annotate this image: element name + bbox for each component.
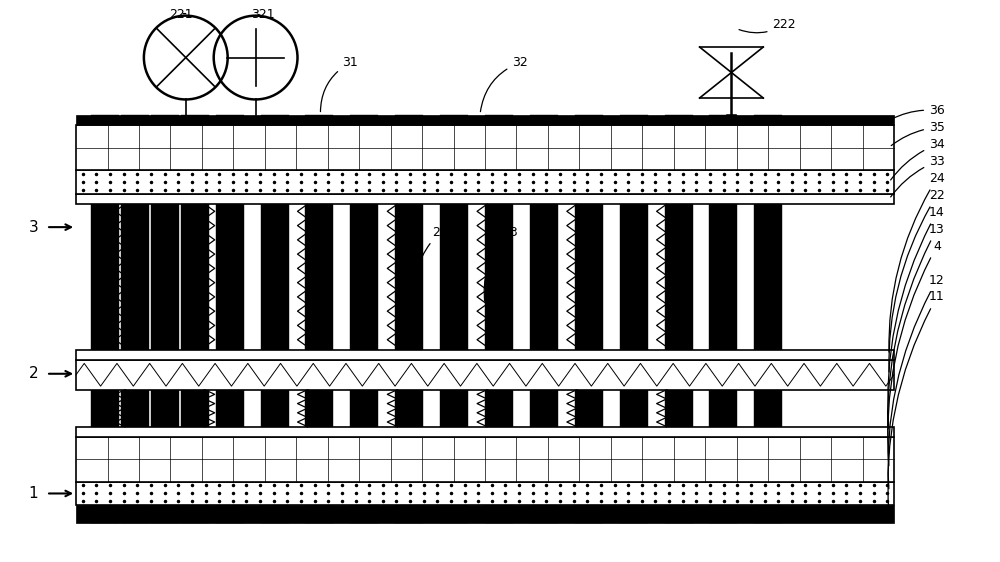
Bar — [709, 115, 737, 523]
Bar — [76, 505, 894, 523]
Text: 1: 1 — [29, 486, 38, 501]
Bar — [76, 482, 894, 505]
Bar — [76, 125, 894, 170]
Text: 21: 21 — [414, 225, 448, 301]
Text: 34: 34 — [891, 138, 945, 180]
Bar — [76, 360, 894, 389]
Text: 221: 221 — [169, 8, 193, 21]
Text: 2: 2 — [29, 366, 38, 381]
Text: 3: 3 — [28, 220, 38, 234]
Text: 24: 24 — [889, 172, 945, 352]
Bar — [485, 115, 513, 523]
Bar — [440, 115, 468, 523]
Text: 35: 35 — [891, 121, 945, 146]
Text: 4: 4 — [888, 239, 941, 466]
Text: 32: 32 — [480, 56, 528, 112]
Bar — [76, 437, 894, 482]
Text: 14: 14 — [888, 206, 945, 429]
Bar — [76, 115, 894, 125]
Text: 33: 33 — [891, 155, 945, 197]
Bar — [76, 427, 894, 437]
Bar — [76, 350, 894, 360]
Text: 321: 321 — [251, 8, 274, 21]
Bar — [261, 115, 289, 523]
Text: 36: 36 — [891, 104, 945, 119]
Text: 31: 31 — [320, 56, 358, 112]
Bar — [575, 115, 603, 523]
Bar — [620, 115, 648, 523]
Text: 13: 13 — [888, 223, 945, 454]
Bar — [665, 115, 693, 523]
Text: 22: 22 — [889, 189, 945, 372]
Bar — [305, 115, 333, 523]
Bar — [350, 115, 378, 523]
Bar — [216, 115, 244, 523]
Bar — [121, 115, 149, 523]
Bar — [395, 115, 423, 523]
Text: 12: 12 — [888, 274, 945, 489]
Text: 11: 11 — [888, 291, 945, 513]
Bar — [151, 115, 179, 523]
Bar — [530, 115, 558, 523]
Bar — [181, 115, 209, 523]
Text: 222: 222 — [739, 18, 796, 33]
Text: 23: 23 — [484, 225, 518, 301]
Bar — [91, 115, 119, 523]
Bar — [754, 115, 782, 523]
Bar — [76, 194, 894, 204]
Bar — [76, 170, 894, 194]
